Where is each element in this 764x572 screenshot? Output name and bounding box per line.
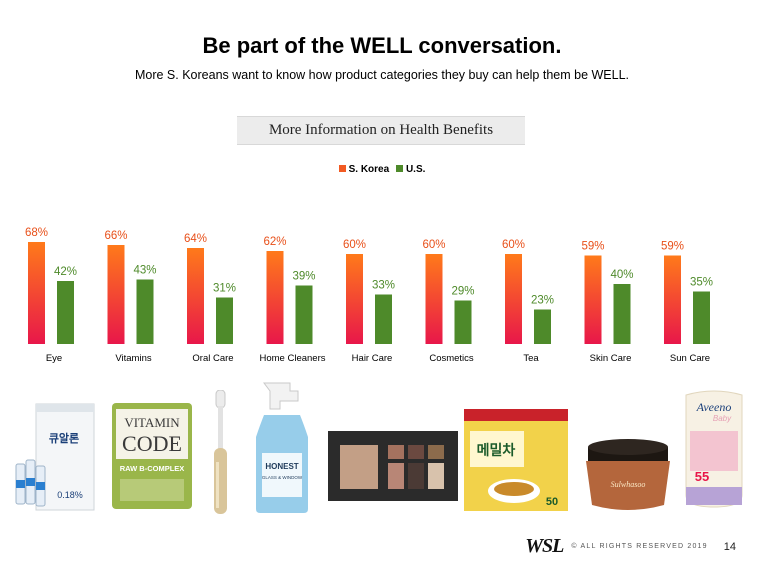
- eye-drops-brand: 큐알론: [49, 431, 79, 445]
- sunscreen-spf: 55: [695, 469, 709, 484]
- glass-cleaner-product-image: HONEST GLASS & WINDOW: [256, 382, 308, 513]
- category-label: Hair Care: [352, 353, 393, 364]
- bar-korea: [266, 251, 284, 344]
- toothbrush-product-image: [214, 390, 227, 514]
- tea-name: 메밀차: [477, 442, 516, 458]
- bar-us: [375, 294, 392, 344]
- tea-box-product-image: 메밀차 50: [464, 409, 568, 511]
- data-label-us: 43%: [133, 265, 156, 277]
- product-images: 큐알론 0.18% VITAMIN CODE RAW B-COMPLEX: [0, 375, 764, 525]
- bar-chart: 68% 42% Eye 66% 43% Vitamins 64% 31% Oral Care 62…: [25, 227, 713, 364]
- bar-korea: [505, 254, 522, 344]
- page-number: 14: [723, 540, 736, 553]
- slide-title: Be part of the WELL conversation.: [202, 33, 562, 58]
- bar-us: [57, 281, 74, 344]
- category-label: Oral Care: [192, 353, 233, 364]
- vitamin-code-line1: VITAMIN: [124, 415, 180, 430]
- data-label-korea: 60%: [502, 239, 525, 251]
- data-label-korea: 59%: [581, 241, 604, 253]
- data-label-korea: 68%: [25, 227, 48, 239]
- legend-swatch-korea: [338, 165, 346, 172]
- category-label: Vitamins: [115, 353, 152, 364]
- legend-swatch-us: [395, 165, 403, 172]
- data-label-korea: 64%: [184, 233, 207, 245]
- sunscreen-tube-product-image: Aveeno Baby 55: [685, 390, 743, 508]
- bar-korea: [346, 254, 363, 344]
- data-label-korea: 66%: [104, 230, 127, 242]
- category-label: Tea: [523, 353, 539, 364]
- bar-us: [295, 285, 313, 344]
- data-label-korea: 60%: [343, 239, 366, 251]
- skin-care-jar-product-image: Sulwhasoo: [586, 439, 670, 510]
- vitamin-code-line2: CODE: [122, 431, 182, 456]
- bar-us: [613, 284, 631, 344]
- data-label-korea: 59%: [661, 241, 684, 253]
- data-label-us: 42%: [54, 266, 77, 278]
- vitamin-code-line3: RAW B-COMPLEX: [120, 464, 185, 473]
- cleaner-sub: GLASS & WINDOW: [262, 475, 303, 480]
- bar-korea: [425, 254, 443, 344]
- legend-label-us: U.S.: [405, 164, 426, 175]
- wsl-logo: WSL: [525, 535, 564, 557]
- tea-count: 50: [546, 496, 558, 508]
- legend-label-korea: S. Korea: [348, 164, 390, 175]
- bar-us: [216, 297, 233, 344]
- category-label: Cosmetics: [429, 353, 474, 364]
- bar-korea: [584, 255, 602, 344]
- data-label-korea: 60%: [422, 239, 445, 251]
- data-label-us: 23%: [531, 295, 554, 307]
- category-label: Home Cleaners: [260, 353, 326, 364]
- eye-drops-strength: 0.18%: [57, 490, 83, 500]
- data-label-korea: 62%: [263, 236, 286, 248]
- copyright-text: © ALL RIGHTS RESERVED 2019: [571, 543, 708, 550]
- data-label-us: 39%: [292, 271, 315, 283]
- category-label: Sun Care: [670, 353, 710, 364]
- data-label-us: 29%: [451, 286, 474, 298]
- section-label: More Information on Health Benefits: [237, 116, 525, 145]
- category-label: Skin Care: [590, 353, 632, 364]
- sunscreen-brand: Aveeno: [696, 400, 732, 414]
- chart-legend: S. Korea U.S.: [0, 164, 764, 175]
- bar-korea: [107, 245, 125, 344]
- slide-subtitle: More S. Koreans want to know how product…: [134, 68, 630, 82]
- slide-footer: WSL © ALL RIGHTS RESERVED 2019 14: [525, 535, 736, 558]
- skin-care-brand: Sulwhasoo: [611, 480, 646, 489]
- eye-drops-product-image: 큐알론 0.18%: [15, 403, 95, 511]
- data-label-us: 35%: [690, 277, 713, 289]
- cleaner-brand: HONEST: [265, 462, 298, 471]
- legend-item-us: U.S.: [395, 164, 426, 175]
- eyeshadow-palette-product-image: [328, 431, 458, 501]
- bar-korea: [187, 248, 204, 344]
- bar-us: [534, 309, 551, 344]
- data-label-us: 33%: [372, 280, 395, 292]
- bar-us: [454, 300, 472, 344]
- sunscreen-sub: Baby: [713, 414, 732, 423]
- data-label-us: 40%: [610, 269, 633, 281]
- bar-us: [693, 291, 710, 344]
- bar-korea: [28, 242, 45, 344]
- bar-korea: [664, 255, 681, 344]
- vitamin-code-product-image: VITAMIN CODE RAW B-COMPLEX: [112, 403, 192, 509]
- category-label: Eye: [46, 353, 62, 364]
- legend-item-korea: S. Korea: [338, 164, 390, 175]
- data-label-us: 31%: [213, 283, 236, 295]
- bar-us: [136, 279, 154, 344]
